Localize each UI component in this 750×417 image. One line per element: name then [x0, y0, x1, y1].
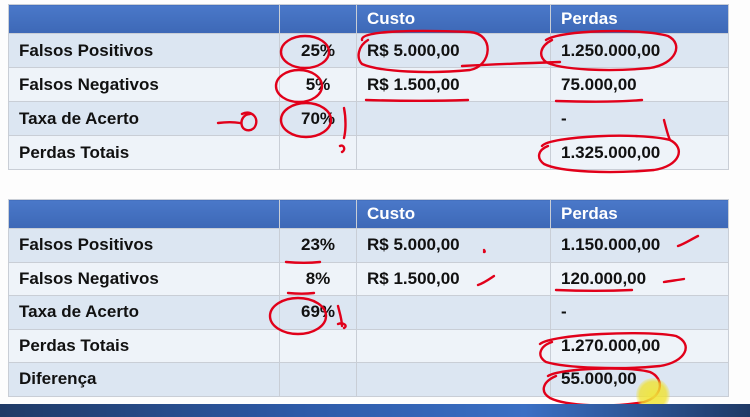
row-cost: R$ 5.000,00	[356, 228, 551, 263]
row-loss: 1.250.000,00	[550, 33, 729, 68]
table-row: Falsos Positivos 23% R$ 5.000,00 1.150.0…	[8, 228, 729, 263]
row-loss: 1.150.000,00	[550, 228, 729, 263]
row-loss: -	[550, 101, 729, 136]
table-row: Diferença 55.000,00	[8, 362, 729, 397]
row-percent	[279, 135, 357, 170]
header-cell-percent	[279, 4, 357, 34]
row-cost	[356, 135, 551, 170]
loss-table-scenario-1: Custo Perdas Falsos Positivos 25% R$ 5.0…	[8, 4, 729, 170]
table-row: Falsos Negativos 8% R$ 1.500,00 120.000,…	[8, 261, 729, 296]
row-label: Falsos Positivos	[8, 228, 280, 263]
row-cost	[356, 295, 551, 330]
row-percent: 69%	[279, 295, 357, 330]
row-percent	[279, 362, 357, 397]
table-header-row: Custo Perdas	[8, 199, 729, 229]
row-label: Perdas Totais	[8, 135, 280, 170]
row-cost	[356, 101, 551, 136]
row-label: Falsos Negativos	[8, 261, 280, 296]
header-cell-percent	[279, 199, 357, 229]
table-row: Perdas Totais 1.325.000,00	[8, 135, 729, 170]
row-loss: 75.000,00	[550, 67, 729, 102]
row-loss: 120.000,00	[550, 261, 729, 296]
video-bottom-bar	[0, 404, 750, 417]
row-percent	[279, 328, 357, 363]
row-percent: 8%	[279, 261, 357, 296]
row-label: Perdas Totais	[8, 328, 280, 363]
row-cost	[356, 362, 551, 397]
row-loss: -	[550, 295, 729, 330]
row-cost: R$ 5.000,00	[356, 33, 551, 68]
row-loss: 1.270.000,00	[550, 328, 729, 363]
header-cell-custo: Custo	[356, 199, 551, 229]
table-row: Perdas Totais 1.270.000,00	[8, 328, 729, 363]
row-percent: 25%	[279, 33, 357, 68]
table-row: Falsos Positivos 25% R$ 5.000,00 1.250.0…	[8, 33, 729, 68]
row-label: Taxa de Acerto	[8, 295, 280, 330]
table-row: Falsos Negativos 5% R$ 1.500,00 75.000,0…	[8, 67, 729, 102]
loss-table-scenario-2: Custo Perdas Falsos Positivos 23% R$ 5.0…	[8, 199, 729, 397]
row-cost: R$ 1.500,00	[356, 67, 551, 102]
row-percent: 5%	[279, 67, 357, 102]
row-percent: 23%	[279, 228, 357, 263]
header-cell-perdas: Perdas	[550, 4, 729, 34]
header-cell-custo: Custo	[356, 4, 551, 34]
row-cost	[356, 328, 551, 363]
table-row: Taxa de Acerto 69% -	[8, 295, 729, 330]
header-cell-label	[8, 199, 280, 229]
row-loss: 1.325.000,00	[550, 135, 729, 170]
table-header-row: Custo Perdas	[8, 4, 729, 34]
row-cost: R$ 1.500,00	[356, 261, 551, 296]
row-percent: 70%	[279, 101, 357, 136]
table-row: Taxa de Acerto 70% -	[8, 101, 729, 136]
row-label: Diferença	[8, 362, 280, 397]
header-cell-perdas: Perdas	[550, 199, 729, 229]
row-label: Taxa de Acerto	[8, 101, 280, 136]
header-cell-label	[8, 4, 280, 34]
row-label: Falsos Positivos	[8, 33, 280, 68]
row-label: Falsos Negativos	[8, 67, 280, 102]
